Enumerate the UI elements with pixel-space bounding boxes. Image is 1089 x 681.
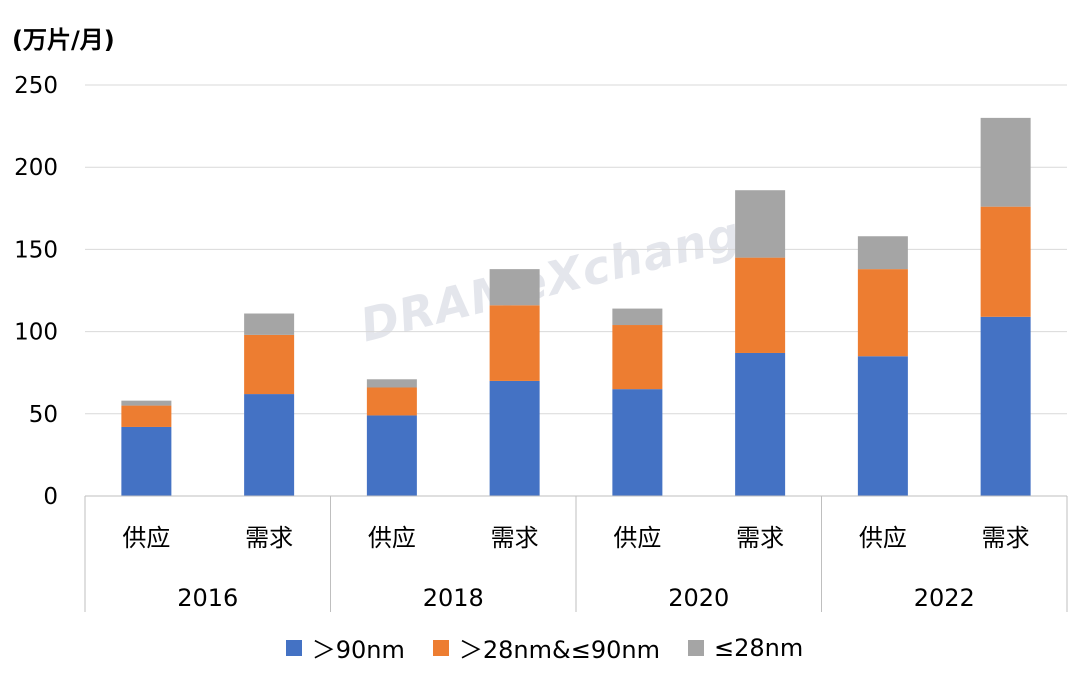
x-group-label: 2020 [668,584,729,612]
x-category-label: 供应 [613,524,661,552]
x-group-label: 2018 [423,584,484,612]
x-category-label: 供应 [122,524,170,552]
bar-segment [121,426,172,496]
bar-segment [489,305,540,381]
bar-segment [857,269,908,357]
x-category-label: 供应 [859,524,907,552]
y-tick-label: 200 [14,155,58,181]
bar-segment [612,325,663,390]
bar-segment [121,400,172,406]
x-category-label: 供应 [368,524,416,552]
bar-segment [857,356,908,496]
bar-segment [489,380,540,496]
legend-item-le28nm: ≤28nm [687,630,804,665]
legend-label-le28nm: ≤28nm [713,633,804,662]
bar-segment [366,387,417,416]
y-tick-label: 100 [14,320,58,346]
y-tick-label: 50 [29,402,58,428]
bar-segment [980,117,1031,207]
legend-swatch-28to90nm [432,639,449,656]
legend: ＞90nm ＞28nm&≤90nm ≤28nm [0,630,1089,665]
x-group-label: 2016 [177,584,238,612]
x-category-label: 需求 [736,524,784,552]
y-axis-unit-label: (万片/月) [12,26,115,54]
x-group-label: 2022 [914,584,975,612]
bar-segment [244,313,295,335]
bar-segment [857,236,908,270]
bar-segment [735,352,786,496]
bar-segment [980,316,1031,496]
legend-label-gt90nm: ＞90nm [311,636,405,664]
bar-segment [121,405,172,427]
legend-item-gt90nm: ＞90nm [285,630,405,665]
bar-segment [980,206,1031,317]
bar-segment [612,389,663,496]
bar-segment [244,334,295,395]
legend-swatch-gt90nm [285,639,302,656]
y-tick-label: 250 [14,73,58,99]
x-category-label: 需求 [491,524,539,552]
bar-segment [366,415,417,496]
bar-segment [489,269,540,306]
bar-segment [735,190,786,258]
y-tick-label: 150 [14,237,58,263]
legend-label-28to90nm: ＞28nm&≤90nm [458,636,660,664]
bar-segment [244,394,295,496]
bar-segment [366,379,417,388]
legend-item-28to90nm: ＞28nm&≤90nm [432,630,660,665]
bar-segment [735,257,786,353]
x-category-label: 需求 [245,524,293,552]
bar-segment [612,308,663,326]
x-category-label: 需求 [982,524,1030,552]
y-tick-label: 0 [43,484,58,510]
legend-swatch-le28nm [687,639,704,656]
